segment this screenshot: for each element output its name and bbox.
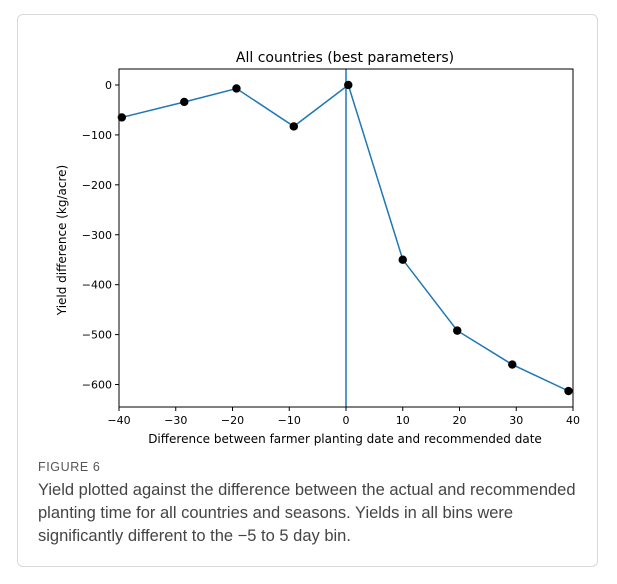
y-tick-label: −300 [82, 229, 112, 242]
data-point [564, 386, 573, 396]
x-tick-label: −40 [107, 414, 130, 427]
x-tick-label: 40 [566, 414, 580, 427]
data-point [398, 255, 407, 264]
x-tick-label: 10 [396, 414, 410, 427]
x-tick-label: 30 [509, 414, 523, 427]
y-tick-label: −400 [82, 279, 112, 292]
y-tick-label: −600 [82, 379, 112, 392]
data-point [453, 326, 462, 335]
x-tick-label: 20 [453, 414, 467, 427]
y-tick-label: −200 [82, 179, 112, 192]
x-tick-label: −20 [221, 414, 244, 427]
series-line [121, 83, 569, 392]
data-point [289, 122, 298, 131]
y-axis-label: Yield difference (kg/acre) [55, 165, 69, 316]
y-tick-label: −100 [82, 129, 112, 142]
figure-caption: Yield plotted against the difference bet… [38, 481, 576, 545]
figure-card [17, 14, 598, 567]
data-point [508, 360, 517, 369]
chart-title: All countries (best parameters) [236, 50, 454, 66]
x-tick-label: 0 [343, 414, 350, 427]
data-point [117, 113, 127, 122]
data-point [232, 84, 241, 93]
x-axis-label: Difference between farmer planting date … [148, 432, 542, 446]
y-tick-label: −500 [82, 329, 112, 342]
figure-label: FIGURE 6 [38, 460, 101, 474]
data-point [344, 80, 353, 90]
x-tick-label: −30 [164, 414, 187, 427]
y-tick-label: 0 [105, 79, 112, 92]
data-point [180, 97, 189, 107]
x-tick-label: −10 [278, 414, 301, 427]
